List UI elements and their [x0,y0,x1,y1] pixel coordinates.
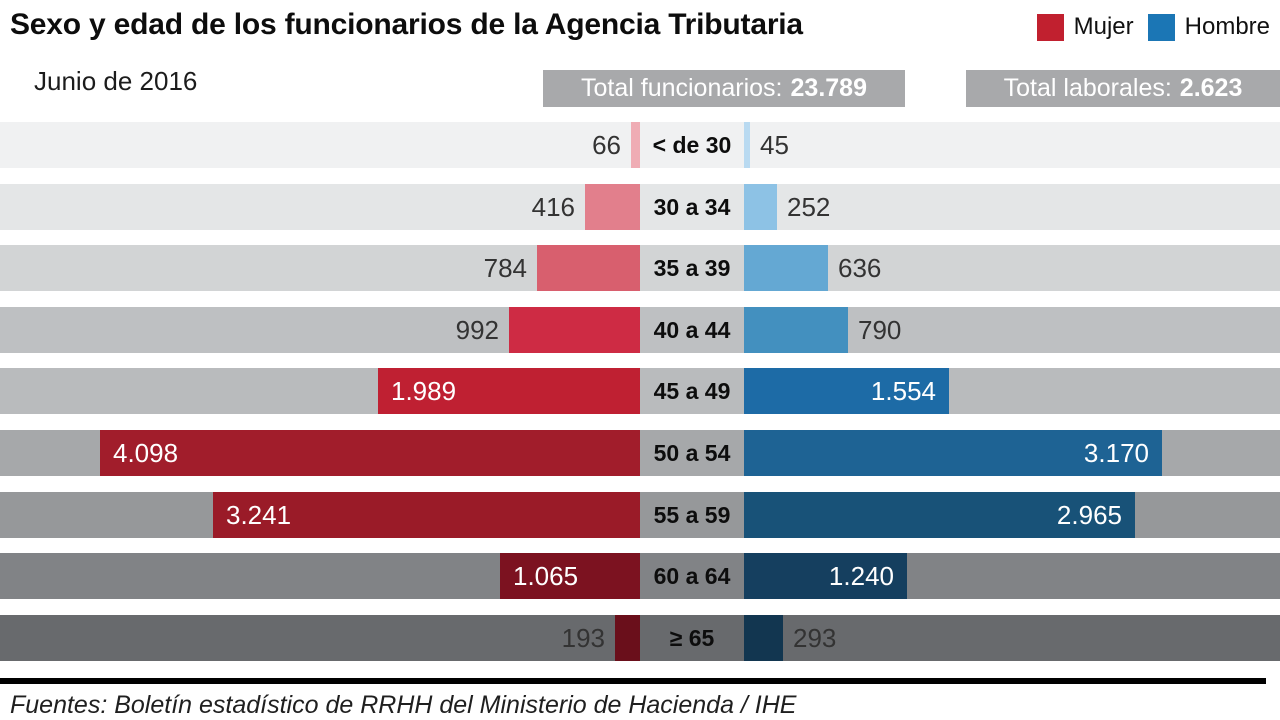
pyramid-row-6: 4.098 50 a 54 3.170 [0,430,1280,476]
chart-legend: Mujer Hombre [1036,13,1270,41]
source-note: Fuentes: Boletín estadístico de RRHH del… [10,691,797,719]
pyramid-row-5: 1.989 45 a 49 1.554 [0,368,1280,414]
total-funcionarios-value: 23.789 [790,74,867,102]
bar-hombre-1 [744,122,750,168]
footer-divider [0,678,1266,684]
legend-swatch-blue-icon [1147,13,1175,41]
bar-mujer-5 [378,368,640,414]
bar-hombre-6 [744,430,1162,476]
pyramid-row-2: 416 30 a 34 252 [0,184,1280,230]
bar-mujer-7 [213,492,640,538]
bar-hombre-2 [744,184,777,230]
bar-mujer-3 [537,245,640,291]
bar-mujer-8 [500,553,640,599]
bar-mujer-1 [631,122,640,168]
chart-subtitle: Junio de 2016 [34,66,198,96]
bar-mujer-4 [509,307,640,353]
value-hombre-1: 45 [760,130,789,160]
value-mujer-1: 66 [592,130,621,160]
total-funcionarios-label: Total funcionarios: [581,74,783,102]
value-hombre-5: 1.554 [870,376,936,406]
age-group-label-2: 30 a 34 [653,194,731,220]
value-hombre-3: 636 [838,253,882,283]
value-mujer-4: 992 [455,315,499,345]
value-hombre-6: 3.170 [1083,438,1149,468]
value-mujer-8: 1.065 [513,561,579,591]
bar-hombre-5 [744,368,949,414]
legend-entry-mujer: Mujer [1036,13,1134,41]
total-funcionarios-badge: Total funcionarios: 23.789 [543,70,905,107]
value-mujer-2: 416 [531,192,575,222]
legend-label-mujer: Mujer [1073,13,1134,40]
value-hombre-2: 252 [787,192,831,222]
value-mujer-6: 4.098 [113,438,179,468]
age-group-label-5: 45 a 49 [653,378,731,404]
bar-hombre-8 [744,553,907,599]
age-group-label-3: 35 a 39 [653,255,731,281]
age-group-label-7: 55 a 59 [653,502,731,528]
bar-hombre-3 [744,245,828,291]
pyramid-row-9: 193 ≥ 65 293 [0,615,1280,661]
pyramid-row-8: 1.065 60 a 64 1.240 [0,553,1280,599]
bar-hombre-4 [744,307,848,353]
age-group-label-4: 40 a 44 [653,317,731,343]
legend-swatch-red-icon [1036,13,1064,41]
page-title: Sexo y edad de los funcionarios de la Ag… [10,8,803,41]
legend-entry-hombre: Hombre [1147,13,1270,41]
bar-hombre-7 [744,492,1135,538]
pyramid-row-1: 66 < de 30 45 [0,122,1280,168]
value-hombre-7: 2.965 [1056,500,1122,530]
bar-mujer-6 [100,430,640,476]
age-group-label-9: ≥ 65 [669,625,715,651]
value-mujer-9: 193 [561,623,605,653]
value-mujer-3: 784 [483,253,527,283]
legend-label-hombre: Hombre [1184,13,1270,40]
value-mujer-7: 3.241 [226,500,292,530]
age-group-label-8: 60 a 64 [653,563,731,589]
total-laborales-label: Total laborales: [1003,74,1172,102]
age-group-label-1: < de 30 [652,132,732,158]
bar-hombre-9 [744,615,783,661]
pyramid-row-7: 3.241 55 a 59 2.965 [0,492,1280,538]
value-mujer-5: 1.989 [391,376,457,406]
value-hombre-9: 293 [793,623,837,653]
age-group-label-6: 50 a 54 [653,440,731,466]
total-laborales-badge: Total laborales: 2.623 [966,70,1280,107]
pyramid-row-4: 992 40 a 44 790 [0,307,1280,353]
bar-mujer-2 [585,184,640,230]
bar-mujer-9 [615,615,640,661]
value-hombre-8: 1.240 [828,561,894,591]
value-hombre-4: 790 [858,315,902,345]
pyramid-row-3: 784 35 a 39 636 [0,245,1280,291]
total-laborales-value: 2.623 [1179,74,1243,102]
